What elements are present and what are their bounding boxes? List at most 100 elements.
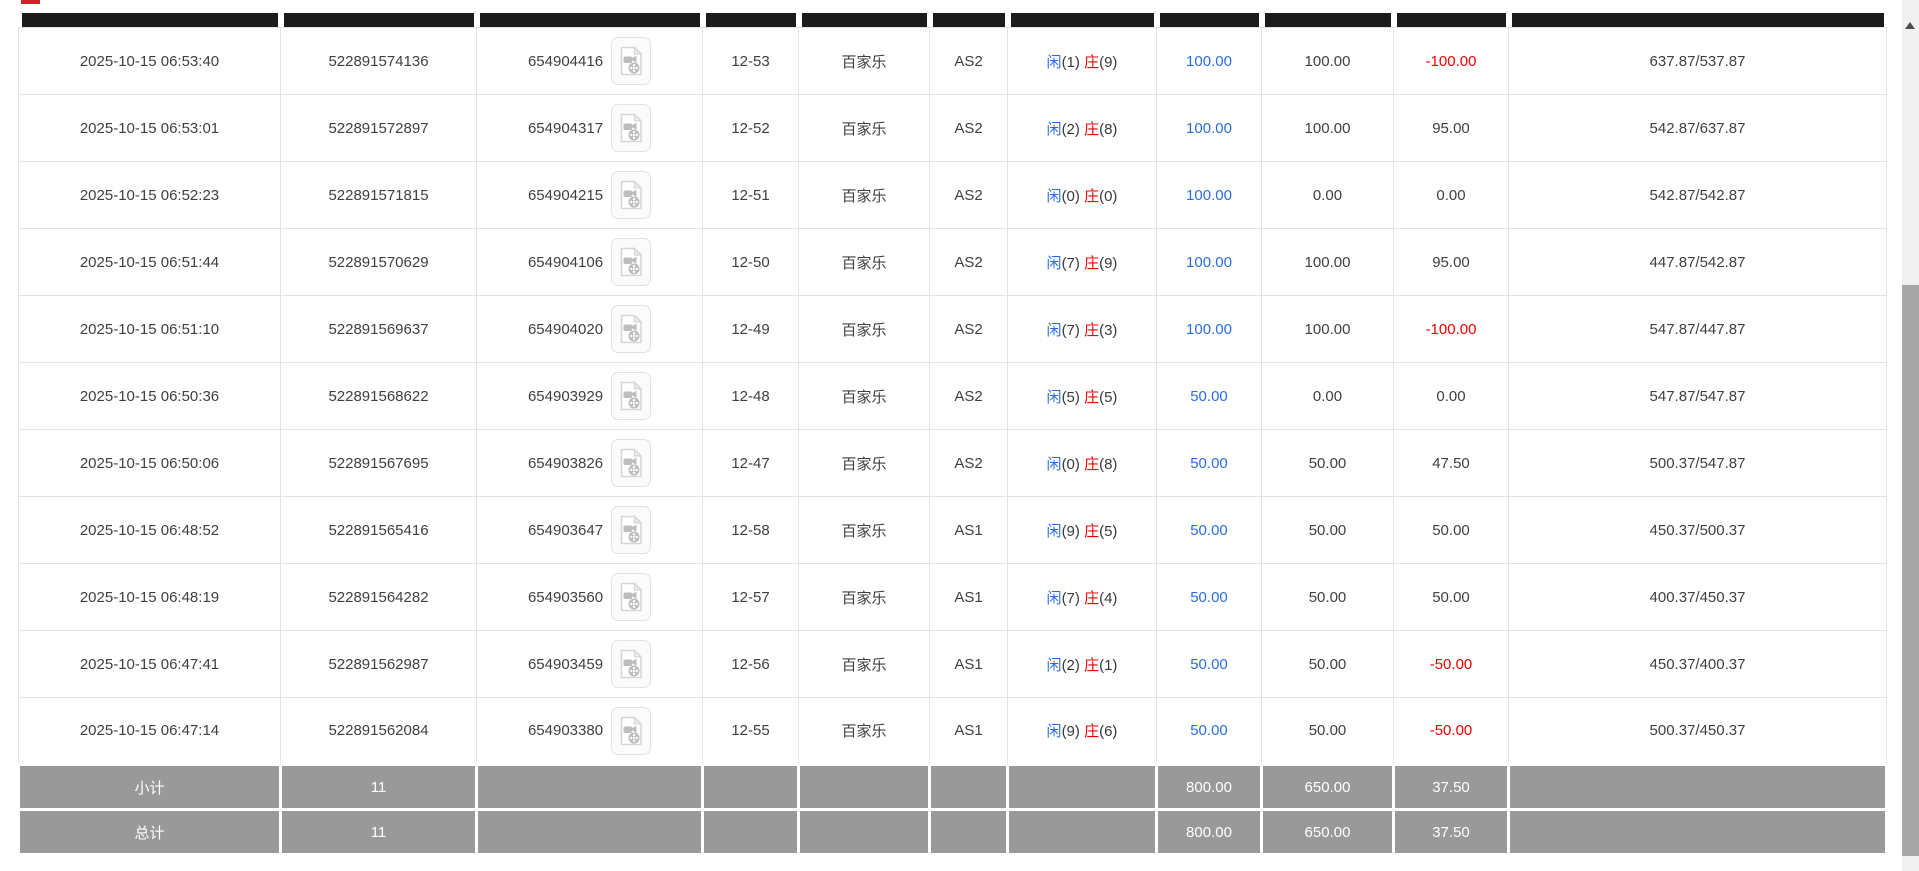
video-replay-button[interactable] (611, 372, 652, 420)
video-replay-button[interactable] (611, 506, 652, 554)
bet-amount-link[interactable]: 50.00 (1156, 429, 1262, 497)
table-code: AS1 (929, 496, 1008, 564)
video-file-icon (620, 180, 643, 210)
bet-time: 2025-10-15 06:52:23 (18, 161, 281, 229)
scroll-up-icon[interactable] (1905, 22, 1915, 29)
banker-score: (3) (1099, 321, 1118, 339)
valid-amount: 0.00 (1261, 362, 1394, 430)
table-code: AS2 (929, 362, 1008, 430)
round-number: 12-57 (702, 563, 799, 631)
game-type: 百家乐 (798, 27, 930, 95)
video-file-icon (620, 247, 643, 277)
video-replay-button[interactable] (611, 171, 652, 219)
bet-amount-link[interactable]: 50.00 (1156, 563, 1262, 631)
valid-amount: 100.00 (1261, 27, 1394, 95)
game-result: 闲(2) 庄(8) (1007, 94, 1157, 162)
balance-before-after: 400.37/450.37 (1508, 563, 1887, 631)
banker-label: 庄 (1084, 723, 1100, 740)
round-number: 12-53 (702, 27, 799, 95)
balance-before-after: 547.87/547.87 (1508, 362, 1887, 430)
valid-amount: 50.00 (1261, 630, 1394, 698)
banker-score: (9) (1099, 254, 1118, 272)
order-number: 522891565416 (280, 496, 477, 564)
table-code: AS2 (929, 228, 1008, 296)
bet-time: 2025-10-15 06:53:01 (18, 94, 281, 162)
valid-amount: 0.00 (1261, 161, 1394, 229)
video-replay-button[interactable] (611, 640, 652, 688)
video-replay-button[interactable] (611, 706, 652, 755)
header-cell (1010, 13, 1154, 27)
game-type: 百家乐 (798, 563, 930, 631)
bet-amount-link[interactable]: 100.00 (1156, 295, 1262, 363)
order-number: 522891567695 (280, 429, 477, 497)
round-number: 12-52 (702, 94, 799, 162)
banker-score: (9) (1099, 53, 1118, 71)
balance-before-after: 637.87/537.87 (1508, 27, 1887, 95)
header-cell (1264, 13, 1391, 27)
bet-amount-link[interactable]: 50.00 (1156, 496, 1262, 564)
valid-amount: 100.00 (1261, 228, 1394, 296)
order-number: 522891562084 (280, 697, 477, 765)
bet-amount-link[interactable]: 50.00 (1156, 362, 1262, 430)
win-loss: 95.00 (1393, 228, 1509, 296)
game-result: 闲(7) 庄(4) (1007, 563, 1157, 631)
order-number: 522891568622 (280, 362, 477, 430)
video-replay-button[interactable] (611, 104, 652, 152)
scrollbar-thumb[interactable] (1902, 285, 1919, 856)
round-number: 12-48 (702, 362, 799, 430)
table-row: 2025-10-15 06:50:06 522891567695 6549038… (18, 429, 1887, 497)
bet-amount-link[interactable]: 100.00 (1156, 161, 1262, 229)
win-loss: 0.00 (1393, 362, 1509, 430)
banker-label: 庄 (1084, 589, 1100, 607)
video-replay-button[interactable] (611, 305, 652, 353)
table-code: AS2 (929, 429, 1008, 497)
video-replay-button[interactable] (611, 37, 652, 85)
video-replay-button[interactable] (611, 439, 652, 487)
game-number: 654904416 (527, 52, 604, 70)
bet-amount-link[interactable]: 100.00 (1156, 94, 1262, 162)
vertical-scrollbar[interactable] (1902, 0, 1919, 871)
round-number: 12-56 (702, 630, 799, 698)
game-number: 654904106 (527, 253, 604, 271)
bet-time: 2025-10-15 06:48:52 (18, 496, 281, 564)
order-number: 522891562987 (280, 630, 477, 698)
game-number-cell: 654903560 (476, 563, 703, 631)
game-result: 闲(2) 庄(1) (1007, 630, 1157, 698)
video-replay-button[interactable] (611, 238, 652, 286)
banker-label: 庄 (1084, 455, 1100, 473)
balance-before-after: 542.87/542.87 (1508, 161, 1887, 229)
subtotal-valid: 650.00 (1260, 763, 1395, 811)
win-loss: -50.00 (1393, 630, 1509, 698)
header-cell (1159, 13, 1259, 27)
round-number: 12-58 (702, 496, 799, 564)
order-number: 522891571815 (280, 161, 477, 229)
player-label: 闲 (1046, 723, 1062, 740)
bet-amount-link[interactable]: 50.00 (1156, 697, 1262, 765)
game-number-cell: 654904106 (476, 228, 703, 296)
game-number-cell: 654903826 (476, 429, 703, 497)
player-score: (0) (1061, 455, 1080, 473)
game-number: 654904215 (527, 186, 604, 204)
player-label: 闲 (1046, 53, 1062, 71)
game-number: 654903929 (527, 387, 604, 405)
banker-score: (1) (1099, 656, 1118, 674)
player-score: (9) (1061, 723, 1080, 740)
video-file-icon (620, 314, 643, 344)
video-replay-button[interactable] (611, 573, 652, 621)
banker-score: (5) (1099, 388, 1118, 406)
total-winloss: 37.50 (1392, 808, 1510, 856)
banker-score: (8) (1099, 120, 1118, 138)
video-file-icon (620, 448, 643, 478)
bet-amount-link[interactable]: 100.00 (1156, 27, 1262, 95)
game-result: 闲(1) 庄(9) (1007, 27, 1157, 95)
subtotal-count: 11 (279, 763, 478, 811)
order-number: 522891572897 (280, 94, 477, 162)
order-number: 522891570629 (280, 228, 477, 296)
bet-amount-link[interactable]: 50.00 (1156, 630, 1262, 698)
bet-amount-link[interactable]: 100.00 (1156, 228, 1262, 296)
bet-time: 2025-10-15 06:51:10 (18, 295, 281, 363)
win-loss: -100.00 (1393, 27, 1509, 95)
round-number: 12-51 (702, 161, 799, 229)
game-number-cell: 654904317 (476, 94, 703, 162)
